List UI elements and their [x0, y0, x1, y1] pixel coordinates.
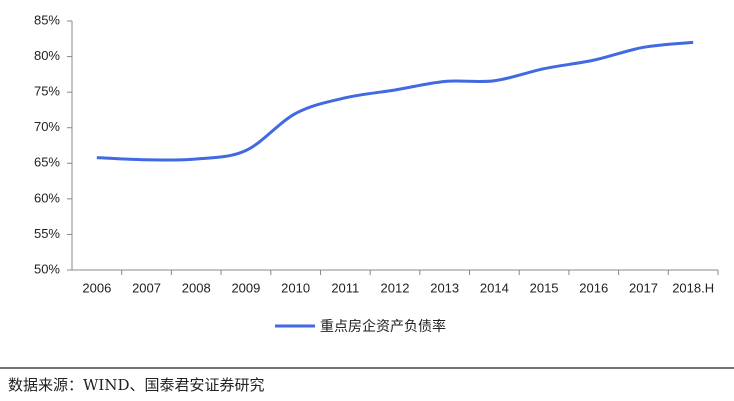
x-tick-label: 2018.H [672, 280, 714, 295]
x-tick-label: 2007 [132, 280, 161, 295]
x-tick-label: 2011 [331, 280, 359, 295]
y-tick-label: 50% [34, 261, 60, 276]
y-tick-label: 75% [34, 84, 60, 99]
legend-label: 重点房企资产负债率 [320, 318, 446, 335]
data-line [96, 40, 694, 162]
x-tick-label: 2008 [182, 280, 211, 295]
x-tick-label: 2014 [480, 280, 509, 295]
x-tick-label: 2006 [82, 280, 111, 295]
x-tick-label: 2015 [530, 280, 559, 295]
x-tick-label: 2009 [231, 280, 260, 295]
x-tick-label: 2013 [430, 280, 459, 295]
x-tick-label: 2017 [629, 280, 658, 295]
x-tick-label: 2012 [381, 280, 410, 295]
y-tick-label: 85% [34, 12, 60, 27]
y-tick-label: 65% [34, 155, 60, 170]
source-note: 数据来源：WIND、国泰君安证券研究 [8, 376, 265, 394]
y-tick-label: 55% [34, 226, 60, 241]
y-tick-label: 80% [34, 48, 60, 63]
y-tick-label: 70% [34, 119, 60, 134]
y-tick-label: 60% [34, 190, 60, 205]
x-tick-label: 2016 [579, 280, 608, 295]
x-tick-label: 2010 [281, 280, 310, 295]
